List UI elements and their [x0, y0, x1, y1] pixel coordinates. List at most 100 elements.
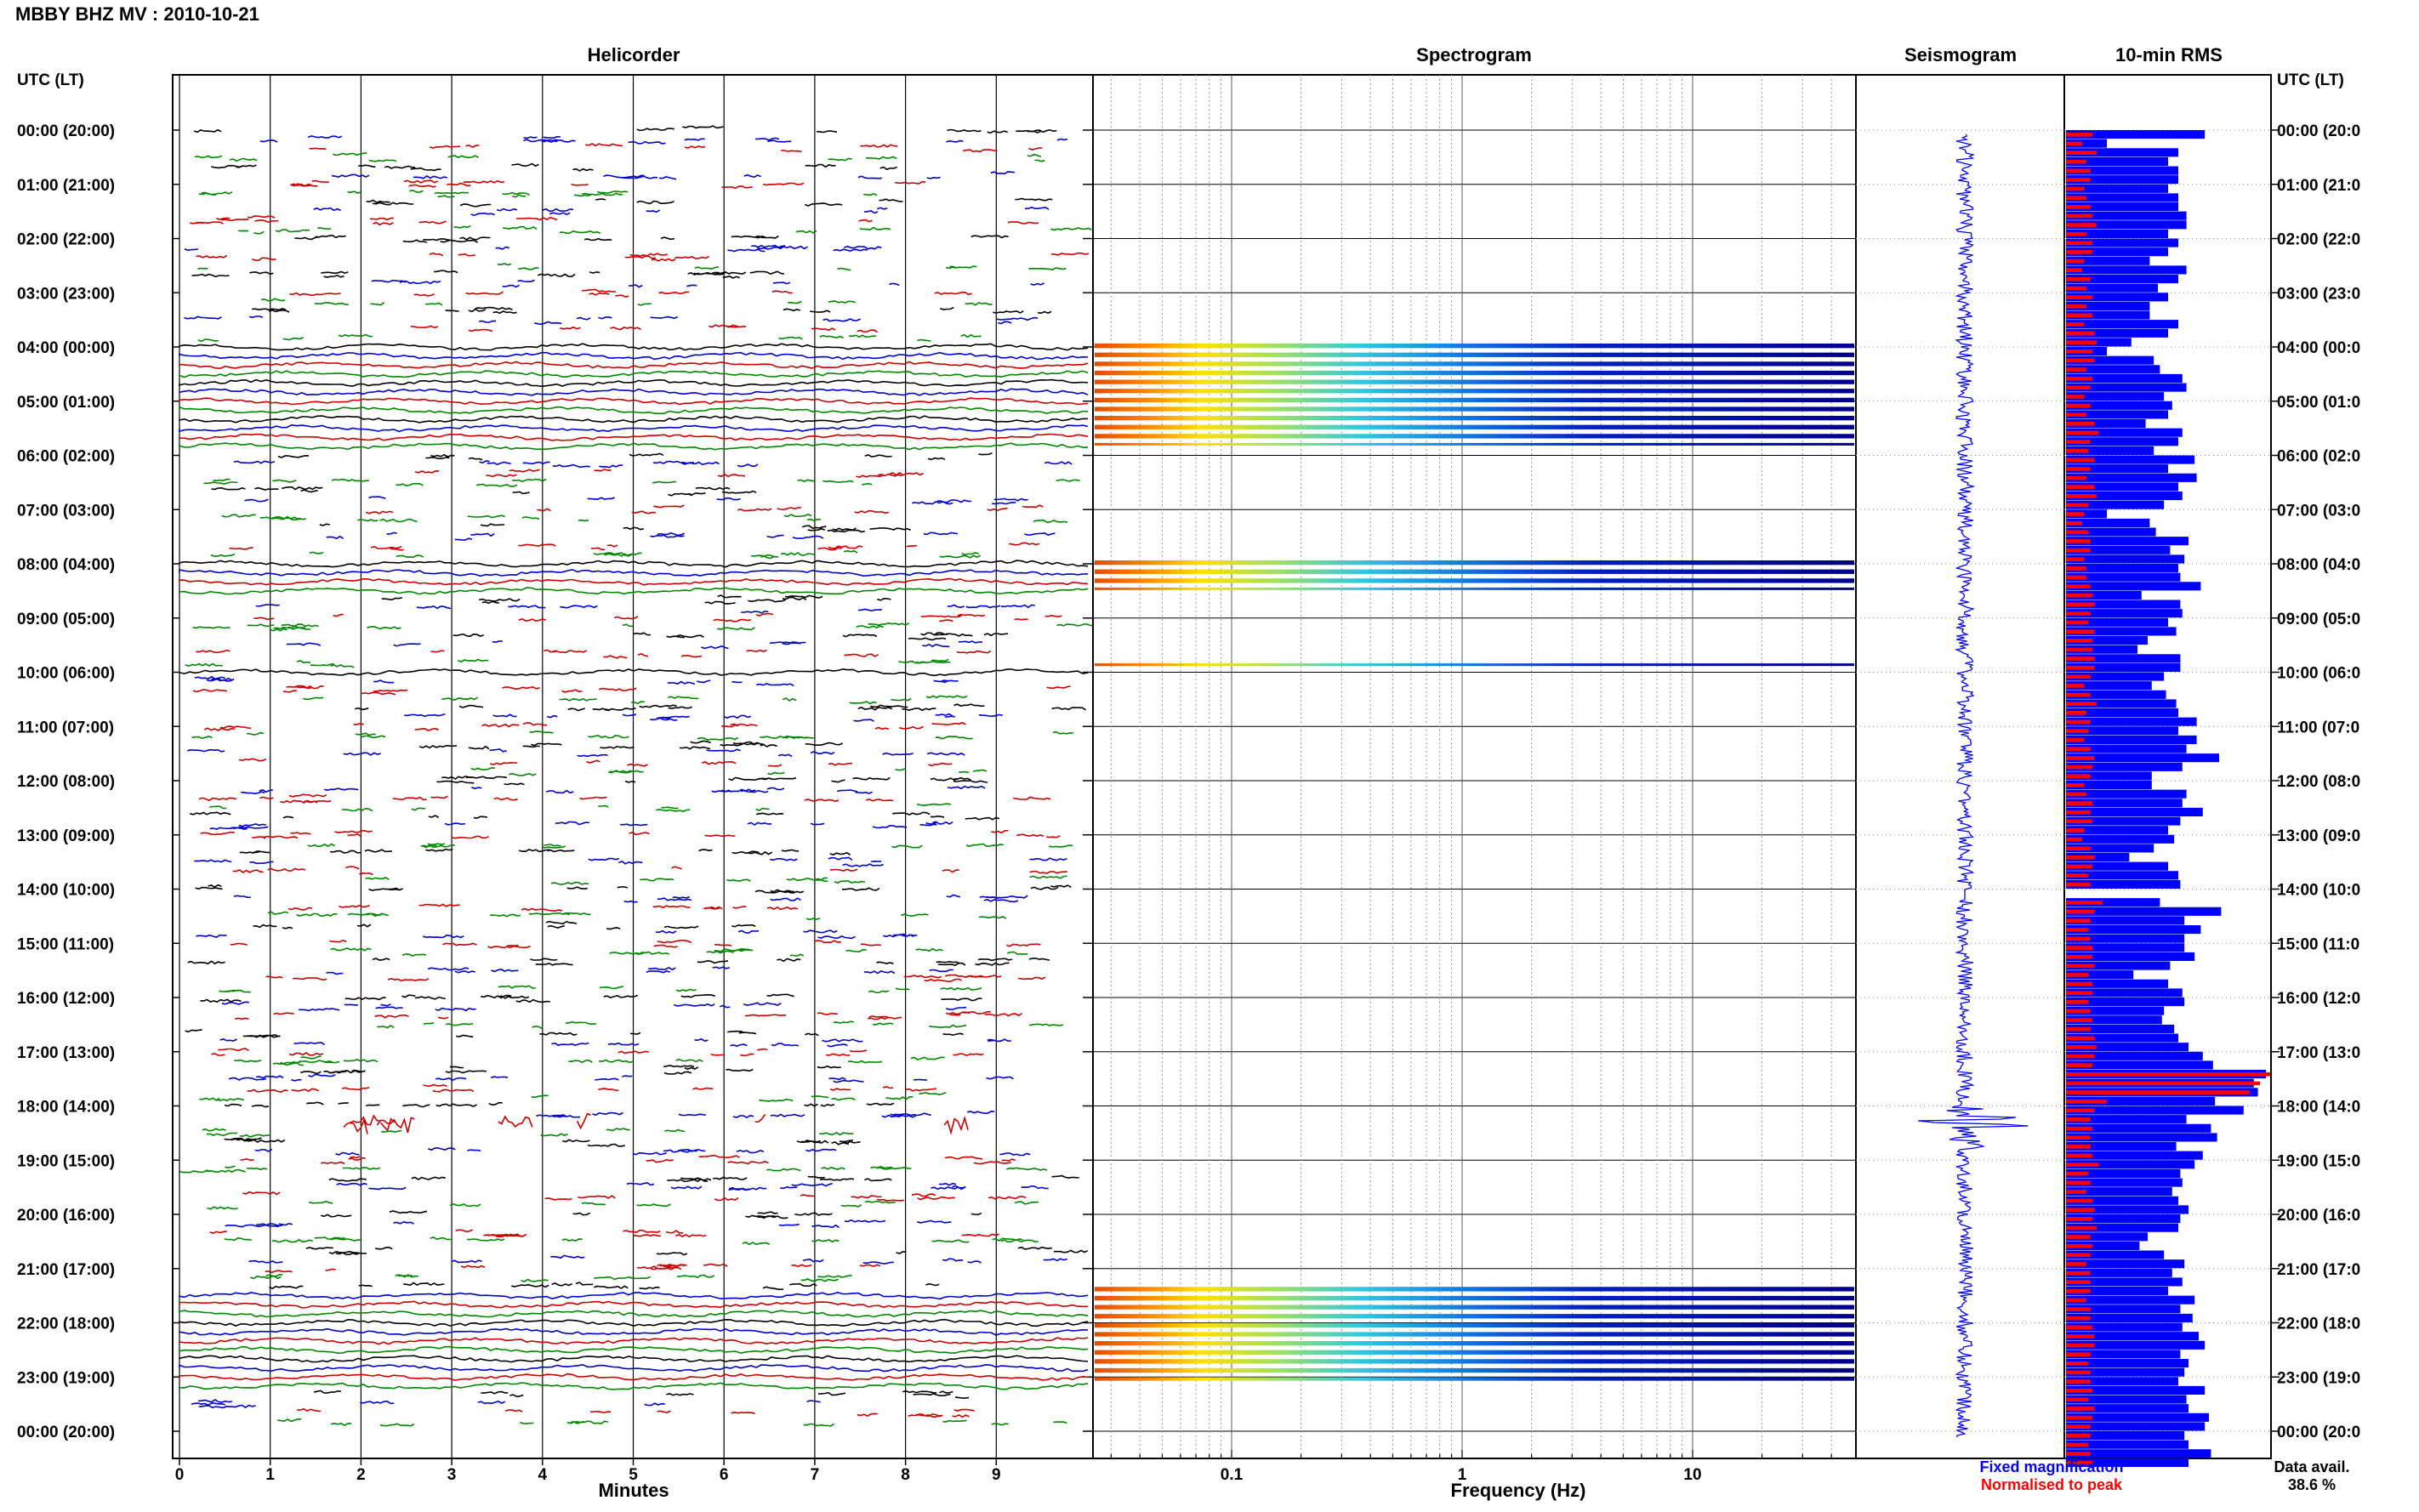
helicorder-trace-line — [230, 939, 1041, 949]
helicorder-trace-line — [240, 1154, 1016, 1165]
rms-fixed-bar — [2066, 1196, 2178, 1205]
rms-fixed-bar — [2066, 735, 2197, 744]
helicorder-trace-line — [179, 442, 1089, 451]
rms-fixed-bar — [2066, 156, 2168, 166]
rms-normalised-bar — [2066, 1072, 2270, 1077]
helicorder-trace-line — [253, 920, 756, 930]
helicorder-trace-line — [289, 288, 972, 298]
rms-fixed-bar — [2066, 1205, 2188, 1214]
rms-normalised-bar — [2066, 1370, 2091, 1375]
rms-fixed-bar — [2066, 383, 2187, 392]
rms-normalised-bar — [2066, 602, 2095, 607]
rms-fixed-bar — [2066, 1033, 2178, 1043]
rms-normalised-bar — [2066, 774, 2091, 778]
rms-normalised-bar — [2066, 765, 2093, 770]
rms-normalised-bar — [2066, 1343, 2095, 1348]
rms-normalised-bar — [2066, 1243, 2093, 1248]
rms-normalised-bar — [2066, 1452, 2091, 1456]
rms-normalised-bar — [2066, 1063, 2093, 1067]
helicorder-trace-line — [297, 1407, 975, 1418]
helicorder-trace-line — [190, 215, 1039, 226]
spectrogram-band — [1095, 1367, 1854, 1373]
helicorder-trace-line — [179, 361, 1089, 370]
rms-normalised-bar — [2066, 1289, 2091, 1293]
rms-normalised-bar — [2066, 250, 2093, 254]
rms-normalised-bar — [2066, 973, 2089, 977]
rms-fixed-bar — [2066, 1277, 2183, 1287]
rms-normalised-bar — [2066, 1036, 2095, 1041]
spectrogram-tick-label: 0.1 — [1221, 1466, 1244, 1484]
rms-fixed-bar — [2066, 1060, 2213, 1070]
spectrogram-band — [1095, 1377, 1854, 1381]
rms-fixed-bar — [2066, 564, 2178, 573]
rms-normalised-bar — [2066, 322, 2085, 327]
rms-fixed-bar — [2066, 988, 2183, 998]
time-tick-label-left: 04:00 (00:00) — [17, 339, 115, 357]
rms-fixed-bar — [2066, 807, 2203, 816]
helicorder-trace-line — [233, 460, 1073, 469]
helicorder-trace-line — [191, 1399, 821, 1409]
left-time-ticks: 00:00 (20:00) 01:00 (21:00) 02:00 (22:00) 0… — [17, 122, 115, 1441]
rms-normalised-bar — [2066, 783, 2085, 787]
time-tick-label-right: 02:00 (22:0 — [2277, 231, 2360, 249]
rms-normalised-bar — [2066, 475, 2086, 480]
helicorder-trace-line — [381, 594, 891, 605]
rms-fixed-bar — [2066, 590, 2142, 600]
rms-fixed-bar — [2066, 500, 2165, 509]
rms-normalised-bar — [2066, 647, 2093, 652]
rms-fixed-bar — [2066, 1332, 2199, 1341]
rms-normalised-bar — [2066, 178, 2091, 182]
time-tick-label-left: 13:00 (09:00) — [17, 827, 115, 845]
rms-normalised-bar — [2066, 657, 2095, 661]
rms-fixed-bar — [2066, 1115, 2187, 1124]
helicorder-panel: 0 1 2 3 4 5 6 7 8 9 — [172, 74, 1095, 1484]
time-tick-label-right: 23:00 (19:0 — [2277, 1369, 2360, 1387]
helicorder-trace-line — [179, 415, 1088, 423]
helicorder-trace-line — [211, 1048, 984, 1057]
rms-normalised-bar — [2066, 991, 2093, 995]
time-tick-label-right: 06:00 (02:0 — [2277, 448, 2360, 466]
helicorder-trace-line — [179, 378, 1089, 388]
spectrogram-band — [1095, 578, 1854, 583]
time-tick-label-left: 16:00 (12:00) — [17, 990, 115, 1008]
rms-normalised-bar — [2066, 168, 2091, 173]
rms-fixed-bar — [2066, 193, 2178, 202]
rms-normalised-bar — [2066, 1361, 2089, 1366]
rms-fixed-bar — [2066, 492, 2183, 501]
helicorder-trace-line — [179, 1373, 1089, 1381]
rms-fixed-bar — [2066, 1223, 2178, 1232]
rms-fixed-bar — [2066, 1187, 2172, 1197]
rms-normalised-bar — [2066, 1026, 2091, 1032]
rms-fixed-bar — [2066, 1024, 2175, 1033]
rms-fixed-bar — [2066, 1241, 2140, 1250]
helicorder-trace-line — [321, 1210, 982, 1219]
rms-fixed-bar — [2066, 428, 2183, 437]
helicorder-trace-line — [194, 856, 1067, 867]
rms-fixed-bar — [2066, 247, 2168, 257]
time-tick-label-left: 11:00 (07:00) — [17, 719, 114, 736]
left-axis-label: UTC (LT) — [17, 71, 84, 89]
helicorder-trace-line — [228, 1073, 1014, 1083]
helicorder-trace-line — [196, 929, 918, 940]
rms-normalised-bar — [2066, 801, 2093, 805]
rms-normalised-bar — [2066, 1000, 2089, 1004]
helicorder-trace-line — [225, 1219, 952, 1229]
rms-normalised-bar — [2066, 584, 2091, 588]
rms-fixed-bar — [2066, 1096, 2216, 1106]
helicorder-trace-line — [303, 695, 968, 705]
rms-normalised-bar — [2066, 928, 2089, 932]
helicorder-trace-line — [179, 587, 1089, 595]
time-tick-label-right: 08:00 (04:0 — [2277, 556, 2360, 574]
helicorder-trace-line — [452, 632, 1009, 641]
rms-normalised-bar — [2066, 512, 2085, 516]
right-axis-label: UTC (LT) — [2277, 71, 2344, 89]
time-tick-label-left: 18:00 (14:00) — [17, 1099, 115, 1117]
helicorder-trace-line — [179, 577, 1089, 586]
spectrogram-band — [1095, 1350, 1854, 1355]
rms-fixed-bar — [2066, 229, 2168, 238]
rms-fixed-bar — [2066, 1043, 2188, 1052]
rms-normalised-bar — [2066, 901, 2103, 905]
helicorder-minute-tick-label: 4 — [538, 1466, 548, 1484]
rms-fixed-bar — [2066, 1133, 2217, 1142]
helicorder-trace-line — [377, 1020, 1064, 1030]
